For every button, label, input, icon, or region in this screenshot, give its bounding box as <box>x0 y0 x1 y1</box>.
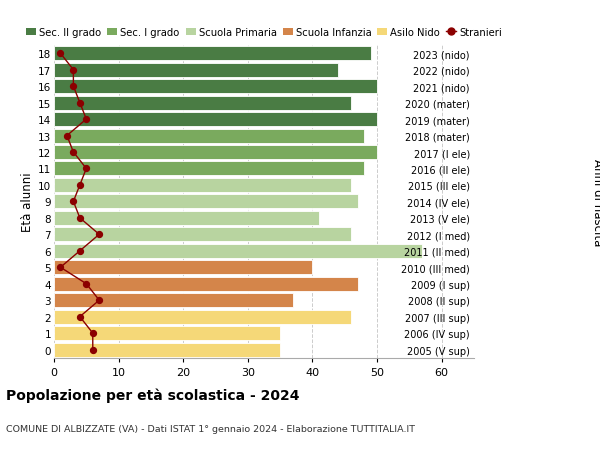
Bar <box>54 261 313 274</box>
Y-axis label: Età alunni: Età alunni <box>21 172 34 232</box>
Point <box>75 100 85 107</box>
Point <box>94 231 104 239</box>
Bar <box>54 277 358 291</box>
Point <box>88 346 98 353</box>
Bar <box>54 294 293 308</box>
Bar <box>54 63 338 78</box>
Bar <box>54 47 371 61</box>
Bar <box>54 228 351 242</box>
Point <box>68 67 78 74</box>
Point <box>82 165 91 173</box>
Point <box>56 50 65 58</box>
Point <box>75 313 85 321</box>
Bar <box>54 244 422 258</box>
Bar <box>54 113 377 127</box>
Point <box>62 133 72 140</box>
Text: Popolazione per età scolastica - 2024: Popolazione per età scolastica - 2024 <box>6 388 299 403</box>
Point <box>75 215 85 222</box>
Bar <box>54 179 351 192</box>
Point <box>75 182 85 189</box>
Point <box>68 198 78 206</box>
Point <box>82 280 91 288</box>
Text: Anni di nascita: Anni di nascita <box>590 158 600 246</box>
Legend: Sec. II grado, Sec. I grado, Scuola Primaria, Scuola Infanzia, Asilo Nido, Stran: Sec. II grado, Sec. I grado, Scuola Prim… <box>26 28 502 38</box>
Point <box>75 247 85 255</box>
Point <box>56 264 65 271</box>
Bar <box>54 162 364 176</box>
Point <box>68 83 78 90</box>
Text: COMUNE DI ALBIZZATE (VA) - Dati ISTAT 1° gennaio 2024 - Elaborazione TUTTITALIA.: COMUNE DI ALBIZZATE (VA) - Dati ISTAT 1°… <box>6 425 415 434</box>
Point <box>82 116 91 123</box>
Point <box>94 297 104 304</box>
Bar <box>54 310 351 324</box>
Bar <box>54 343 280 357</box>
Bar <box>54 195 358 209</box>
Bar <box>54 146 377 160</box>
Bar <box>54 326 280 341</box>
Bar <box>54 96 351 110</box>
Bar <box>54 80 377 94</box>
Bar <box>54 212 319 225</box>
Bar <box>54 129 364 143</box>
Point <box>88 330 98 337</box>
Point <box>68 149 78 157</box>
